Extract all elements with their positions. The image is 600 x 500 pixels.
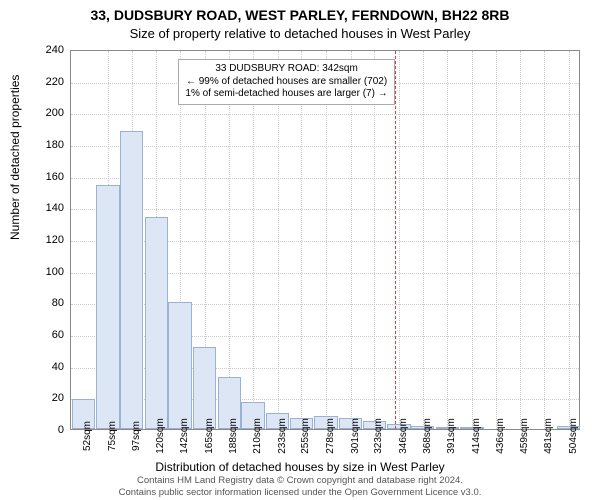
- y-tick-label: 20: [0, 392, 64, 404]
- x-tick-label: 323sqm: [373, 418, 384, 454]
- y-tick-label: 220: [0, 76, 64, 88]
- page-title: 33, DUDSBURY ROAD, WEST PARLEY, FERNDOWN…: [0, 0, 600, 24]
- y-tick-label: 40: [0, 361, 64, 373]
- y-axis-label: Number of detached properties: [8, 75, 22, 240]
- x-tick-label: 188sqm: [228, 418, 239, 454]
- gridline-v: [301, 51, 302, 429]
- gridline-v: [278, 51, 279, 429]
- gridline-v: [472, 51, 473, 429]
- x-tick-label: 414sqm: [471, 418, 482, 454]
- x-tick-label: 346sqm: [398, 418, 409, 454]
- histogram-bar: [193, 347, 216, 429]
- y-tick-label: 160: [0, 171, 64, 183]
- gridline-v: [447, 51, 448, 429]
- x-tick-label: 391sqm: [446, 418, 457, 454]
- annotation-line: 33 DUDSBURY ROAD: 342sqm: [185, 63, 387, 76]
- histogram-bar: [145, 217, 168, 429]
- x-tick-label: 75sqm: [107, 421, 118, 451]
- gridline-v: [423, 51, 424, 429]
- gridline-h: [71, 178, 579, 179]
- x-tick-label: 120sqm: [155, 418, 166, 454]
- footer-attribution: Contains HM Land Registry data © Crown c…: [0, 475, 600, 498]
- gridline-v: [399, 51, 400, 429]
- annotation-box: 33 DUDSBURY ROAD: 342sqm ← 99% of detach…: [178, 59, 394, 105]
- y-tick-label: 140: [0, 202, 64, 214]
- page-subtitle: Size of property relative to detached ho…: [0, 24, 600, 41]
- gridline-v: [351, 51, 352, 429]
- y-tick-label: 80: [0, 297, 64, 309]
- y-tick-label: 0: [0, 424, 64, 436]
- x-tick-label: 301sqm: [350, 418, 361, 454]
- gridline-v: [544, 51, 545, 429]
- plot-surface: [71, 51, 579, 429]
- gridline-h: [71, 209, 579, 210]
- gridline-v: [253, 51, 254, 429]
- gridline-v: [520, 51, 521, 429]
- chart-area: 33 DUDSBURY ROAD: 342sqm ← 99% of detach…: [70, 50, 580, 430]
- y-tick-label: 100: [0, 266, 64, 278]
- x-tick-label: 165sqm: [204, 418, 215, 454]
- gridline-v: [496, 51, 497, 429]
- y-tick-label: 180: [0, 139, 64, 151]
- x-tick-label: 255sqm: [300, 418, 311, 454]
- footer-line: Contains public sector information licen…: [0, 487, 600, 498]
- y-tick-label: 120: [0, 234, 64, 246]
- footer-line: Contains HM Land Registry data © Crown c…: [0, 475, 600, 486]
- x-tick-label: 142sqm: [179, 418, 190, 454]
- histogram-bar: [168, 302, 191, 429]
- histogram-bar: [120, 131, 143, 429]
- x-tick-label: 233sqm: [277, 418, 288, 454]
- gridline-h: [71, 114, 579, 115]
- x-tick-label: 459sqm: [519, 418, 530, 454]
- annotation-line: ← 99% of detached houses are smaller (70…: [185, 76, 387, 89]
- gridline-v: [326, 51, 327, 429]
- y-tick-label: 200: [0, 107, 64, 119]
- gridline-v: [569, 51, 570, 429]
- x-tick-label: 210sqm: [252, 418, 263, 454]
- gridline-v: [374, 51, 375, 429]
- gridline-v: [229, 51, 230, 429]
- annotation-line: 1% of semi-detached houses are larger (7…: [185, 88, 387, 101]
- x-tick-label: 368sqm: [422, 418, 433, 454]
- y-tick-label: 240: [0, 44, 64, 56]
- gridline-h: [71, 146, 579, 147]
- x-tick-label: 52sqm: [82, 421, 93, 451]
- x-tick-label: 278sqm: [325, 418, 336, 454]
- x-tick-label: 436sqm: [495, 418, 506, 454]
- x-axis-label: Distribution of detached houses by size …: [0, 460, 600, 474]
- y-tick-label: 60: [0, 329, 64, 341]
- marker-line: [395, 51, 396, 429]
- x-tick-label: 481sqm: [543, 418, 554, 454]
- x-tick-label: 504sqm: [568, 418, 579, 454]
- histogram-bar: [96, 185, 119, 429]
- x-tick-label: 97sqm: [131, 421, 142, 451]
